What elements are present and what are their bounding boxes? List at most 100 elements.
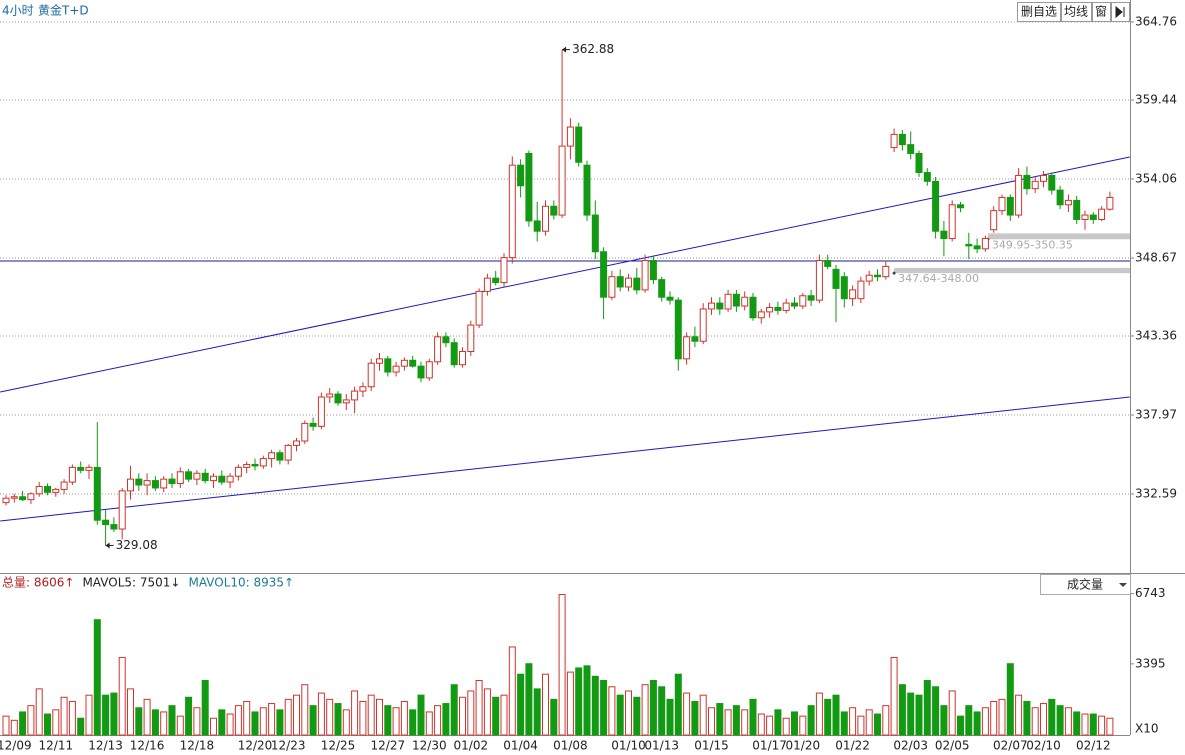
volume-bar [459,696,466,736]
candle-body [708,302,715,310]
candle-body [533,220,541,232]
volume-bar [135,707,143,736]
candle-body [35,485,43,495]
candle-body [102,519,110,526]
candle-body [633,277,641,291]
x-tick-label: 01/13 [644,739,679,753]
volume-bar [409,709,417,736]
candle-body [1056,189,1064,206]
candle-body [276,452,284,461]
candle-body [575,126,583,163]
volume-bar [1023,700,1031,736]
volume-bar [998,698,1006,736]
volume-bar [1048,698,1056,736]
volume-bar [558,594,566,736]
volume-bar [923,679,931,736]
candle-body [542,205,549,232]
candle-body [666,296,674,301]
volume-bar [898,684,906,736]
volume-bar [965,705,973,736]
volume-bar [741,709,749,736]
candle-body [550,205,558,216]
unit-label: X10 [1135,722,1159,736]
candle-body [384,358,392,373]
volume-bar [317,692,325,736]
symbol: 黄金T+D [38,3,89,18]
volume-bar [168,705,176,736]
candle-body [724,293,732,310]
volume-bar [807,705,815,736]
candle-body [882,265,890,278]
x-tick-label: 01/02 [454,739,489,753]
x-tick-label: 02/03 [893,739,928,753]
trend-line [0,156,1130,393]
candle-body [251,463,259,467]
button[interactable] [1092,2,1111,22]
y-tick-label: 337.97 [1135,408,1177,422]
candle-body [1048,174,1056,191]
annotation-label: 329.08 [116,538,158,552]
volume-bar [1089,713,1097,736]
candle-body [815,260,823,301]
candle-body [226,475,234,483]
button[interactable] [1061,2,1092,22]
x-tick-label: 12/13 [88,739,123,753]
volume-bar [118,656,126,736]
candle-body [990,210,998,231]
candle-body [459,351,466,366]
candle-body [965,243,973,247]
volume-bar [517,673,525,736]
volume-bar [301,684,309,736]
candle-body [683,336,691,360]
candle-body [185,471,193,480]
candle-body [93,466,101,521]
candle-body [799,295,807,307]
x-tick-label: 01/22 [835,739,870,753]
volume-bar [492,696,500,736]
gap-band [894,267,1130,274]
volume-bar [400,700,408,736]
indicator-selector[interactable] [1040,574,1131,595]
candle-body [143,480,151,486]
volume-bar [234,705,242,736]
gap-label: 347.64-348.00 [898,272,979,285]
volume-bar [849,707,857,736]
volume-bar [674,673,682,736]
annotation-label: 362.88 [572,42,614,56]
indicator-selector-label[interactable]: 成交量 [1067,577,1103,592]
candle-body [243,463,251,468]
volume-bar [724,709,732,736]
volume-bar [641,684,649,736]
candle-body [85,466,93,471]
candle-body [500,257,508,284]
x-tick-label: 12/23 [271,739,306,753]
candle-body [284,444,292,461]
candle-body [865,274,873,282]
button-label[interactable]: 删自选 [1021,5,1057,19]
button[interactable] [1017,2,1061,22]
volume-bar [434,705,442,736]
candle-body [151,480,159,489]
volume-bar [1031,707,1039,736]
candle-body [409,359,417,367]
volume-bar [525,663,533,736]
gap-marker [892,271,896,275]
candle-body [840,276,848,300]
volume-bar [218,709,226,736]
candle-body [359,386,367,392]
volume-bar [824,698,832,736]
volume-bar [425,711,433,736]
volume-bar [699,694,707,736]
candle-body [932,180,940,232]
candle-body [168,478,176,485]
volume-bar [251,711,259,736]
candle-body [218,475,226,483]
button-label[interactable]: 均线 [1064,5,1088,19]
gap-label: 349.95-350.35 [992,238,1073,251]
expand-icon [1115,5,1125,19]
candle-body [367,362,375,388]
button-label[interactable]: 窗 [1095,5,1107,19]
x-tick-label: 01/04 [503,739,538,753]
dropdown-arrow [1119,583,1127,587]
volume-legend: 总量: 8606↑ [2,576,74,590]
